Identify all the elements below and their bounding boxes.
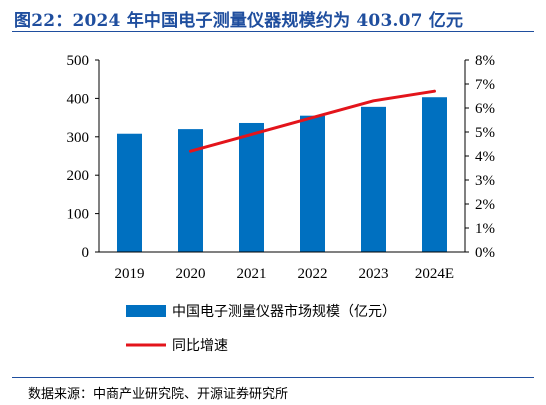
y-tick-label: 0 — [82, 245, 90, 261]
x-tick-label: 2020 — [176, 266, 206, 282]
bar — [422, 97, 447, 252]
x-tick-label: 2021 — [237, 266, 267, 282]
y2-tick-label: 5% — [475, 125, 495, 141]
y2-tick-label: 3% — [475, 173, 495, 189]
y2-tick-label: 1% — [475, 221, 495, 237]
bar — [361, 106, 386, 253]
x-tick-label: 2023 — [359, 266, 389, 282]
title-divider — [12, 31, 534, 32]
legend-swatch-bar — [126, 305, 166, 317]
page-title: 图22：2024 年中国电子测量仪器规模约为 403.07 亿元 — [14, 11, 464, 31]
legend-label-bar: 中国电子测量仪器市场规模（亿元） — [172, 303, 396, 320]
legend: 中国电子测量仪器市场规模（亿元） 同比增速 — [126, 303, 396, 354]
y-tick-label: 500 — [67, 53, 90, 69]
bar-series — [117, 97, 447, 253]
y-tick-label: 400 — [67, 91, 90, 107]
y2-tick-label: 6% — [475, 101, 495, 117]
y2-tick-label: 4% — [475, 149, 495, 165]
line-series — [189, 89, 436, 153]
y2-tick-label: 7% — [475, 77, 495, 93]
x-tick-label: 2024E — [415, 266, 454, 282]
x-tick-label: 2019 — [115, 266, 145, 282]
legend-label-line: 同比增速 — [172, 338, 228, 354]
growth-line — [189, 89, 436, 153]
y-axis-right: 0% 1% 2% 3% 4% 5% 6% 7% 8% — [464, 53, 495, 261]
y2-tick-label: 8% — [475, 53, 495, 69]
bar — [239, 122, 264, 252]
y-tick-label: 300 — [67, 130, 90, 146]
source-divider — [12, 377, 534, 378]
source-note: 数据来源：中商产业研究院、开源证券研究所 — [28, 387, 289, 402]
y-axis-left: 0 100 200 300 400 500 — [67, 53, 100, 261]
bar — [300, 115, 325, 253]
x-axis: 2019 2020 2021 2022 2023 2024E — [99, 251, 465, 282]
y-tick-label: 200 — [67, 168, 90, 184]
y2-tick-label: 0% — [475, 245, 495, 261]
bar — [117, 133, 142, 252]
y-tick-label: 100 — [67, 207, 90, 223]
x-tick-label: 2022 — [298, 266, 328, 282]
y2-tick-label: 2% — [475, 197, 495, 213]
